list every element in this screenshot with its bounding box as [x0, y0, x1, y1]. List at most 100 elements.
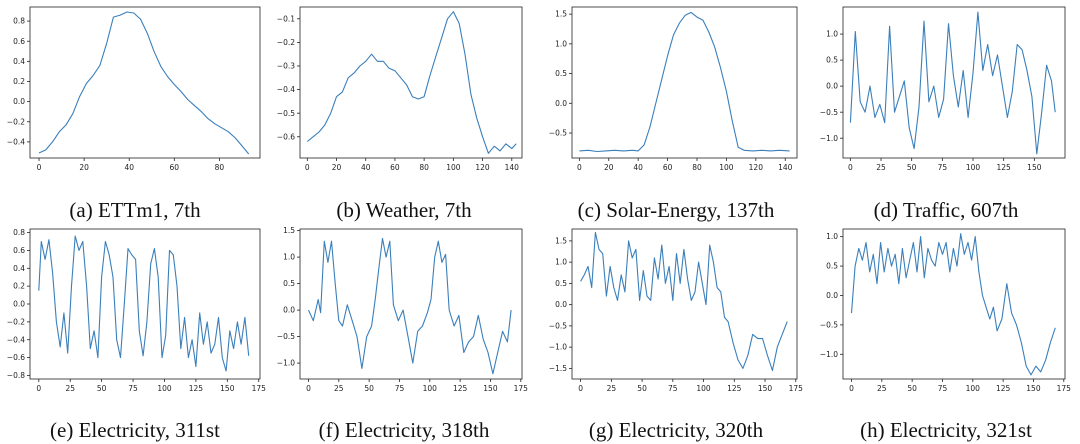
x-tick-label: 100 [446, 163, 461, 172]
y-tick-label: −0.5 [277, 109, 295, 118]
x-tick-label: 0 [37, 163, 42, 172]
axes-frame [842, 6, 1066, 159]
x-tick-label: 0 [306, 384, 311, 393]
x-tick-label: 150 [1027, 163, 1042, 172]
x-tick-label: 25 [877, 384, 887, 393]
y-tick-label: 1.5 [555, 10, 567, 19]
x-tick-label: 175 [514, 384, 529, 393]
x-tick-label: 60 [390, 163, 400, 172]
series-line [580, 231, 788, 372]
y-tick-label: 0.4 [13, 264, 25, 273]
x-tick-label: 20 [604, 163, 614, 172]
y-tick-label: −0.5 [820, 320, 838, 329]
x-tick-label: 50 [97, 384, 107, 393]
y-tick-label: 0.5 [283, 279, 295, 288]
x-tick-label: 0 [578, 384, 583, 393]
panel-c: 0 20 40 60 80 100 120 140 −0.5 0.0 0.5 1.0 1.5 (c) S… [549, 6, 798, 222]
x-tick-label: 20 [332, 163, 342, 172]
y-tick-label: 0.6 [13, 37, 25, 46]
y-tick-label: −0.3 [277, 62, 295, 71]
plot-area: 0 20 40 60 80 100 120 140 −0.6 −0.5 −0.4 −0.3 −0.2 −0… [277, 6, 523, 172]
series-line [306, 11, 517, 154]
y-tick-label: −0.4 [7, 137, 25, 146]
panel-caption: (c) Solar-Energy, 137th [578, 198, 775, 222]
x-tick-label: 150 [483, 384, 498, 393]
y-tick-label: −0.5 [549, 129, 567, 138]
panel-caption: (h) Electricity, 321st [860, 418, 1032, 442]
y-tick-label: 1.0 [555, 39, 567, 48]
y-tick-label: 0.5 [555, 69, 567, 78]
y-tick-label: 0.4 [13, 57, 25, 66]
y-tick-label: 0.2 [13, 282, 25, 291]
x-tick-label: 25 [607, 384, 617, 393]
y-tick-label: −0.1 [277, 14, 295, 23]
y-tick-label: −1.5 [549, 364, 567, 373]
x-tick-label: 150 [220, 384, 235, 393]
y-tick-label: −1.0 [277, 359, 295, 368]
y-tick-label: 0.0 [283, 306, 295, 315]
y-tick-label: 0.0 [555, 99, 567, 108]
axes-frame [571, 228, 798, 380]
panel-e: 0 25 50 75 100 125 150 175 −0.8 −0.6 −0.4 −0.2 0.0 0.… [7, 228, 266, 442]
y-tick-label: 1.0 [283, 253, 295, 262]
x-tick-label: 50 [364, 384, 374, 393]
panel-caption: (a) ETTm1, 7th [69, 198, 201, 222]
panel-caption: (b) Weather, 7th [336, 198, 472, 222]
y-tick-label: 0.8 [13, 228, 25, 237]
x-tick-label: 150 [758, 384, 773, 393]
axes-frame [299, 228, 523, 380]
y-tick-label: −1.0 [820, 350, 838, 359]
x-tick-label: 100 [966, 163, 981, 172]
axes-frame [571, 6, 798, 159]
y-tick-label: 1.0 [555, 258, 567, 267]
x-tick-label: 125 [996, 384, 1011, 393]
y-tick-label: −0.5 [549, 321, 567, 330]
y-tick-label: −0.2 [7, 317, 25, 326]
x-tick-label: 100 [423, 384, 438, 393]
x-tick-label: 40 [361, 163, 371, 172]
x-tick-label: 125 [727, 384, 742, 393]
panel-d: 0 25 50 75 100 125 150 −1.0 −0.5 0.0 0.5 1.0 (d) Tr… [820, 6, 1066, 222]
y-tick-label: 1.0 [826, 30, 838, 39]
x-tick-label: 75 [938, 384, 948, 393]
axes-frame [29, 6, 261, 159]
y-tick-label: 0.5 [826, 56, 838, 65]
x-tick-label: 25 [334, 384, 344, 393]
y-tick-label: −0.6 [7, 353, 25, 362]
x-tick-label: 175 [252, 384, 267, 393]
x-tick-label: 75 [668, 384, 678, 393]
series-line [307, 237, 512, 375]
series-line [850, 233, 1056, 376]
y-tick-label: −0.5 [277, 332, 295, 341]
y-tick-label: −0.2 [7, 117, 25, 126]
x-tick-label: 75 [395, 384, 405, 393]
y-tick-label: −0.6 [277, 132, 295, 141]
x-tick-label: 60 [663, 163, 673, 172]
y-tick-label: −0.4 [7, 335, 25, 344]
y-tick-label: 0.8 [13, 17, 25, 26]
series-line [849, 11, 1056, 155]
x-tick-label: 80 [215, 163, 225, 172]
plot-area: 0 25 50 75 100 125 150 175 −1.5 −1.0 −0.5 0.0 0.5 1.0… [549, 228, 804, 393]
plot-area: 0 20 40 60 80 100 120 140 −0.5 0.0 0.5 1.0 1.5 [549, 6, 798, 172]
y-tick-label: −0.4 [277, 85, 295, 94]
x-tick-label: 100 [966, 384, 981, 393]
x-tick-label: 100 [157, 384, 172, 393]
x-tick-label: 125 [189, 384, 204, 393]
x-tick-label: 175 [1057, 384, 1072, 393]
y-tick-label: 0.0 [826, 291, 838, 300]
panel-caption: (f) Electricity, 318th [319, 418, 490, 442]
plot-area: 0 25 50 75 100 125 150 175 −0.8 −0.6 −0.4 −0.2 0.0 0.… [7, 228, 266, 393]
y-tick-label: 1.0 [826, 232, 838, 241]
axes-frame [299, 6, 523, 159]
y-tick-label: 0.0 [826, 82, 838, 91]
x-tick-label: 120 [749, 163, 764, 172]
y-tick-label: 0.0 [555, 300, 567, 309]
x-tick-label: 175 [789, 384, 804, 393]
x-tick-label: 80 [419, 163, 429, 172]
x-tick-label: 40 [633, 163, 643, 172]
series-line [579, 11, 790, 153]
x-tick-label: 150 [1026, 384, 1041, 393]
panel-b: 0 20 40 60 80 100 120 140 −0.6 −0.5 −0.4 −0.3 −0.2 −0… [277, 6, 523, 222]
x-tick-label: 25 [65, 384, 75, 393]
